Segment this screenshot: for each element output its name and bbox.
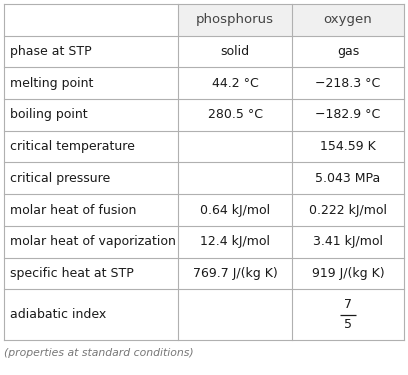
Text: oxygen: oxygen xyxy=(324,13,373,26)
Text: 919 J/(kg K): 919 J/(kg K) xyxy=(312,267,384,280)
Text: phase at STP: phase at STP xyxy=(10,45,92,58)
Bar xyxy=(178,4,292,36)
Text: melting point: melting point xyxy=(10,77,93,90)
Text: critical temperature: critical temperature xyxy=(10,140,135,153)
Text: −182.9 °C: −182.9 °C xyxy=(315,108,381,122)
Text: 154.59 K: 154.59 K xyxy=(320,140,376,153)
Text: 0.222 kJ/mol: 0.222 kJ/mol xyxy=(309,204,387,216)
Text: solid: solid xyxy=(220,45,250,58)
Text: 0.64 kJ/mol: 0.64 kJ/mol xyxy=(200,204,270,216)
Text: phosphorus: phosphorus xyxy=(196,13,274,26)
Text: 5.043 MPa: 5.043 MPa xyxy=(315,172,381,185)
Text: 280.5 °C: 280.5 °C xyxy=(208,108,262,122)
Text: molar heat of vaporization: molar heat of vaporization xyxy=(10,235,176,248)
Bar xyxy=(292,4,404,36)
Text: 3.41 kJ/mol: 3.41 kJ/mol xyxy=(313,235,383,248)
Text: gas: gas xyxy=(337,45,359,58)
Text: molar heat of fusion: molar heat of fusion xyxy=(10,204,136,216)
Text: −218.3 °C: −218.3 °C xyxy=(315,77,381,90)
Text: boiling point: boiling point xyxy=(10,108,88,122)
Text: specific heat at STP: specific heat at STP xyxy=(10,267,134,280)
Text: adiabatic index: adiabatic index xyxy=(10,308,106,321)
Text: 12.4 kJ/mol: 12.4 kJ/mol xyxy=(200,235,270,248)
Text: 7: 7 xyxy=(344,298,352,311)
Text: (properties at standard conditions): (properties at standard conditions) xyxy=(4,348,194,358)
Text: 769.7 J/(kg K): 769.7 J/(kg K) xyxy=(193,267,277,280)
Text: 44.2 °C: 44.2 °C xyxy=(212,77,258,90)
Text: 5: 5 xyxy=(344,318,352,331)
Text: critical pressure: critical pressure xyxy=(10,172,110,185)
